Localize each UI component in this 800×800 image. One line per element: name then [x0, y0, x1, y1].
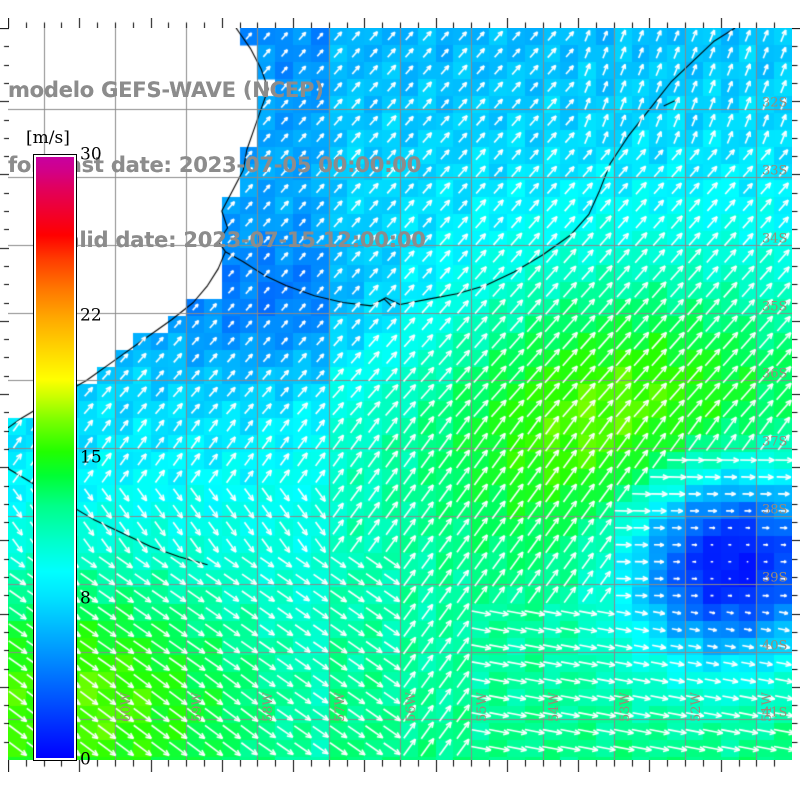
colorbar-tick-8: 8 [80, 588, 91, 609]
lon-label-55W: 55W [475, 692, 491, 722]
lon-label-53W: 53W [617, 692, 633, 722]
title-valid-line: valid date: 2023-07-15 12:00:00 [52, 228, 426, 252]
lat-label-39S: 39S [762, 570, 788, 586]
lon-label-60W: 60W [118, 692, 134, 722]
lat-label-37S: 37S [762, 434, 788, 450]
colorbar-unit-label: [m/s] [26, 128, 70, 148]
lat-label-32S: 32S [762, 95, 788, 111]
lat-label-33S: 33S [762, 163, 788, 179]
colorbar [34, 155, 76, 760]
lat-label-35S: 35S [762, 299, 788, 315]
colorbar-tick-15: 15 [80, 447, 102, 468]
lat-label-36S: 36S [762, 366, 788, 382]
lon-label-57W: 57W [332, 692, 348, 722]
lon-label-58W: 58W [261, 692, 277, 722]
lon-label-52W: 52W [689, 692, 705, 722]
title-model-line: modelo GEFS-WAVE (NCEP) [8, 78, 324, 102]
left-axis-ticks [0, 28, 9, 760]
lon-label-54W: 54W [546, 692, 562, 722]
figure-title: modelo GEFS-WAVE (NCEP) forecast date: 2… [0, 28, 520, 303]
colorbar-gradient [34, 155, 76, 760]
wind-vector-arrows [8, 28, 792, 760]
map-plot-area [8, 28, 792, 760]
colorbar-tick-0: 0 [80, 749, 91, 770]
top-axis-ticks [8, 18, 792, 28]
bottom-axis-ticks [8, 760, 792, 772]
right-axis-ticks [792, 28, 800, 760]
lat-label-38S: 38S [762, 502, 788, 518]
lon-label-56W: 56W [404, 692, 419, 722]
lat-label-41S: 41S [762, 705, 788, 721]
lon-label-51W: 51W [760, 692, 776, 722]
lon-label-59W: 59W [190, 692, 206, 722]
colorbar-tick-22: 22 [80, 305, 102, 326]
title-forecast-line: forecast date: 2023-07-05 00:00:00 [8, 153, 422, 177]
lat-label-34S: 34S [762, 231, 788, 247]
lat-label-40S: 40S [762, 638, 788, 654]
colorbar-tick-30: 30 [80, 144, 102, 165]
